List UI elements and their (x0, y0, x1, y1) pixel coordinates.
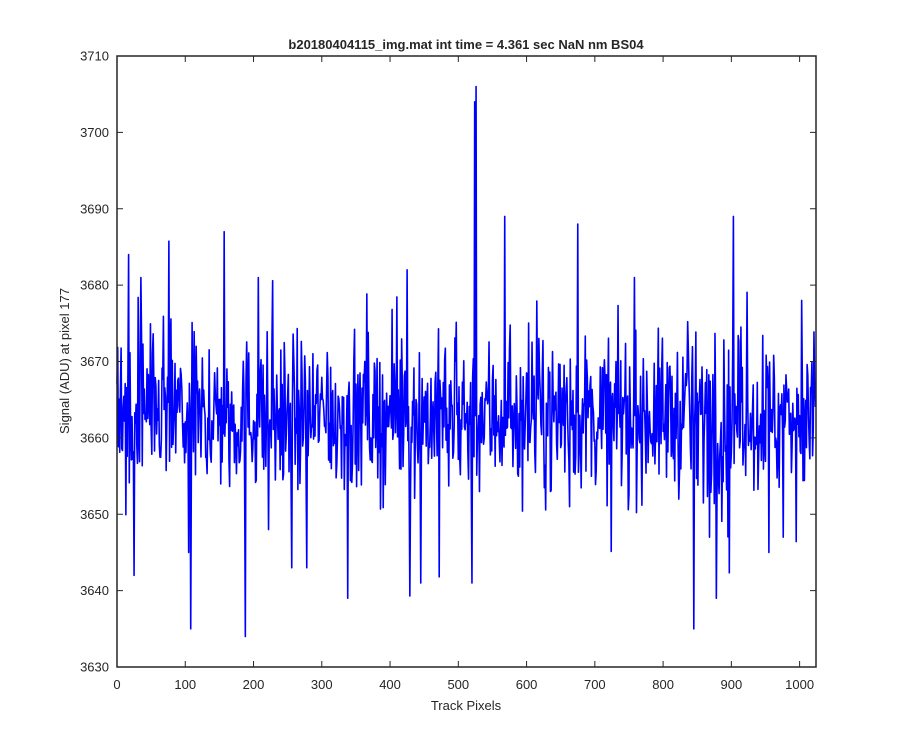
x-tick-label: 900 (721, 677, 743, 692)
series-line (116, 85, 817, 638)
x-tick-label: 100 (174, 677, 196, 692)
x-tick-label: 300 (311, 677, 333, 692)
x-tick-label: 0 (113, 677, 120, 692)
x-tick-label: 700 (584, 677, 606, 692)
plot-area-background (117, 56, 816, 667)
y-tick-label: 3650 (80, 507, 109, 522)
x-tick-label: 600 (516, 677, 538, 692)
x-axis-ticks: 0 100 200 300 400 500 600 700 800 900 1000 (113, 56, 814, 692)
y-tick-label: 3700 (80, 125, 109, 140)
x-tick-label: 400 (379, 677, 401, 692)
y-tick-label: 3640 (80, 583, 109, 598)
y-tick-label: 3690 (80, 201, 109, 216)
x-tick-label: 500 (447, 677, 469, 692)
y-tick-label: 3680 (80, 278, 109, 293)
chart-title: b20180404115_img.mat int time = 4.361 se… (288, 37, 644, 52)
x-tick-label: 1000 (785, 677, 814, 692)
y-tick-label: 3710 (80, 49, 109, 64)
x-axis-label: Track Pixels (431, 698, 502, 713)
series-layer (116, 85, 817, 638)
y-tick-label: 3630 (80, 660, 109, 675)
x-tick-label: 800 (652, 677, 674, 692)
x-tick-label: 200 (243, 677, 265, 692)
y-tick-label: 3660 (80, 430, 109, 445)
y-tick-label: 3670 (80, 354, 109, 369)
y-axis-label: Signal (ADU) at pixel 177 (57, 288, 72, 434)
y-axis-ticks: 3630 3640 3650 3660 3670 3680 3690 3700 3710 (80, 49, 816, 675)
